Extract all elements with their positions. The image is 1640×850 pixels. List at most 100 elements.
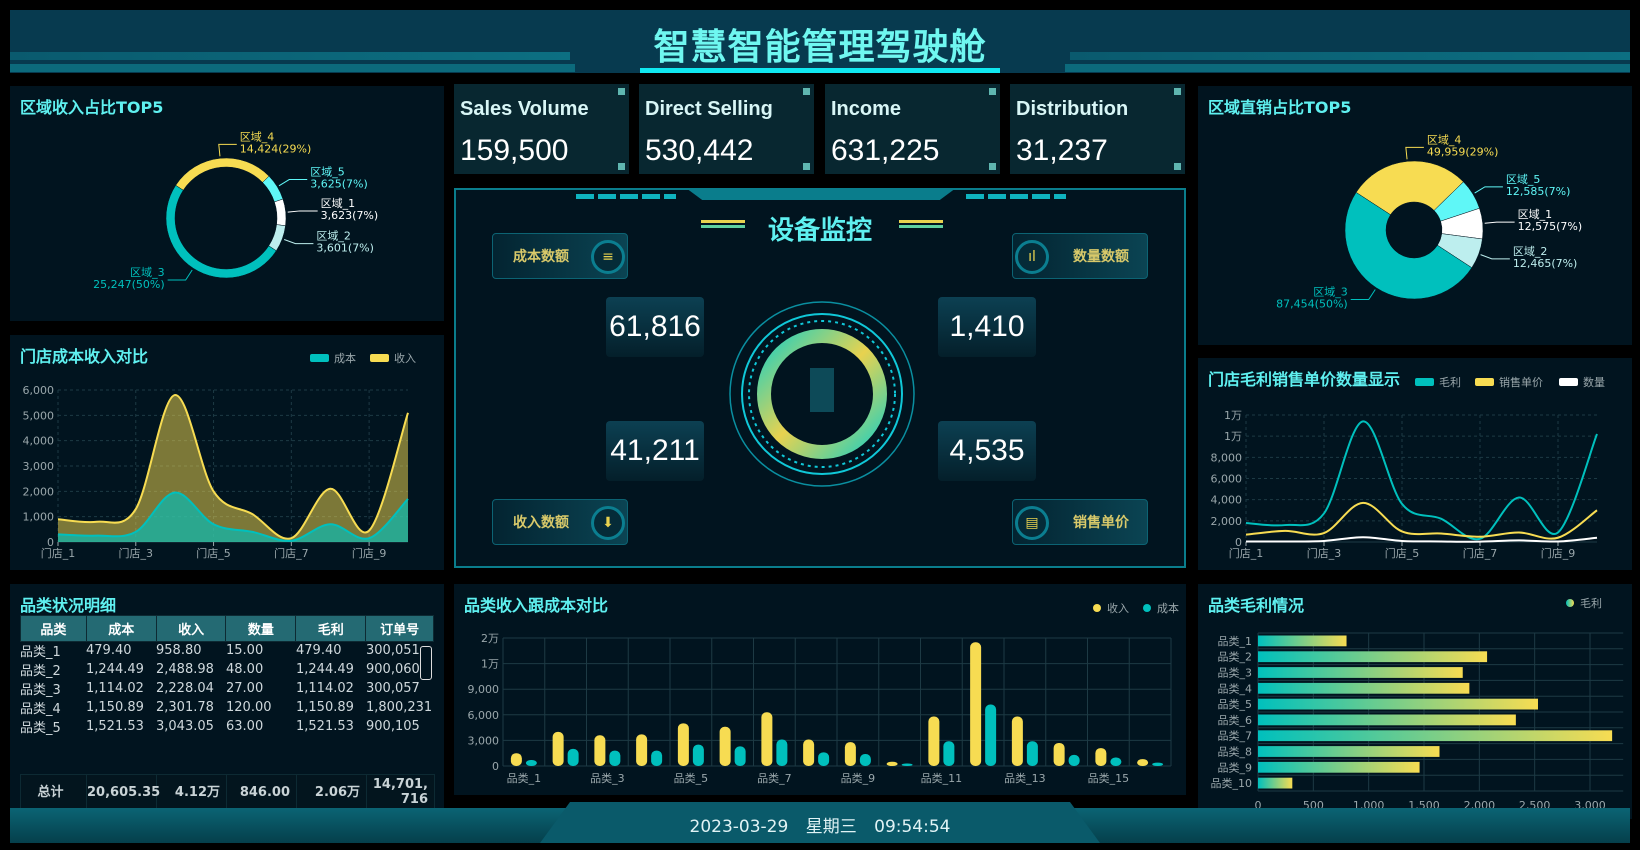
- bar-成本-品类_8: [818, 752, 830, 766]
- panel-title: 门店成本收入对比: [20, 347, 149, 366]
- bar-成本-品类_13: [1026, 741, 1038, 766]
- bar-成本-品类_3: [609, 750, 621, 766]
- leader-line: [1405, 146, 1424, 160]
- plate-label: 收入数额: [513, 515, 569, 531]
- table-row[interactable]: 品类_2 1,244.49 2,488.98 48.00 1,244.49 900,060: [20, 660, 434, 679]
- footer-datetime: 2023-03-29 星期三 09:54:54: [540, 802, 1100, 843]
- y-tick-label: 品类_8: [1218, 745, 1253, 759]
- table-cell: 1,521.53: [296, 719, 354, 734]
- table-row[interactable]: 品类_4 1,150.89 2,301.78 120.00 1,150.89 1,800,…: [20, 698, 434, 717]
- slice-name: 区域_4: [240, 130, 275, 143]
- x-tick-label: 0: [1255, 799, 1262, 812]
- panel-region-income: 区域收入占比TOP5 区域_4 14,424(29%) 区域_5 3,625(7%) 区…: [10, 86, 444, 321]
- column-header[interactable]: 数量: [225, 615, 297, 642]
- header-decoration: [1065, 64, 1630, 72]
- legend-label: 销售单价: [1499, 375, 1543, 389]
- legend-label: 数量: [1583, 376, 1605, 389]
- total-cell: 20,605.35: [86, 774, 160, 810]
- income-amount-value: 41,211: [606, 421, 704, 481]
- y-tick-label: 0: [47, 536, 54, 549]
- y-tick-label: 品类_9: [1218, 760, 1253, 774]
- table-row[interactable]: 品类_5 1,521.53 3,043.05 63.00 1,521.53 900,105: [20, 717, 434, 736]
- wing-right-decoration: [899, 220, 943, 228]
- x-tick-label: 品类_7: [757, 771, 792, 785]
- bar-收入-品类_15: [1095, 748, 1107, 766]
- kpi-value: 159,500: [460, 134, 569, 167]
- bar-成本-品类_1: [525, 760, 537, 766]
- header-decoration: [10, 64, 575, 72]
- area-成本: [58, 492, 408, 542]
- kpi-distribution: Distribution 31,237: [1010, 84, 1185, 174]
- plate-unit-price: 销售单价 ▤: [1012, 499, 1148, 545]
- leader-line: [167, 269, 193, 281]
- table-scrollbar[interactable]: [420, 646, 432, 680]
- slice-name: 区域_1: [321, 197, 356, 210]
- table-cell: 1,521.53: [86, 719, 144, 734]
- bar-品类_8: [1258, 746, 1440, 757]
- pie-slice-区域_1: [274, 198, 287, 227]
- monitor-title: 设备监控: [767, 216, 872, 246]
- table-cell: 63.00: [226, 719, 264, 734]
- bar-品类_9: [1258, 761, 1420, 773]
- bars-icon: ıl: [1015, 240, 1049, 274]
- table-row[interactable]: 品类_1 479.40 958.80 15.00 479.40 300,051: [20, 641, 434, 660]
- table-row[interactable]: 品类_3 1,114.02 2,228.04 27.00 1,114.02 300,057: [20, 679, 434, 698]
- x-tick-label: 品类_5: [674, 771, 709, 785]
- leader-line: [1484, 221, 1515, 224]
- bar-收入-品类_14: [1053, 742, 1065, 766]
- category-table-body[interactable]: 品类_1 479.40 958.80 15.00 479.40 300,051 品类_2 1,…: [20, 641, 434, 775]
- bar-收入-品类_4: [636, 734, 648, 766]
- table-cell: 1,150.89: [296, 700, 354, 715]
- panel-title: 门店毛利销售单价数量显示: [1208, 370, 1401, 389]
- column-header[interactable]: 毛利: [295, 615, 367, 642]
- x-tick-label: 门店_5: [1385, 546, 1420, 560]
- slice-name: 区域_5: [1506, 173, 1541, 186]
- kpi-direct-selling: Direct Selling 530,442: [639, 84, 814, 174]
- x-tick-label: 门店_3: [119, 546, 154, 560]
- kpi-label: Income: [831, 98, 902, 120]
- table-cell: 300,051: [366, 642, 420, 658]
- column-header[interactable]: 品类: [20, 615, 87, 642]
- bar-成本-品类_2: [567, 748, 579, 766]
- plate-income-amount: 收入数额 ⬇: [492, 499, 628, 545]
- bar-成本-品类_14: [1068, 754, 1080, 766]
- leader-line: [283, 239, 314, 245]
- area-收入: [58, 394, 408, 542]
- table-cell: 48.00: [226, 662, 264, 677]
- panel-category-profit: 品类毛利情况 0 500 1,000 1,500 2,000 2,500 3,000 品类_1…: [1198, 584, 1632, 819]
- weekday-text: 星期三: [805, 817, 857, 837]
- table-cell: 15.00: [226, 643, 264, 658]
- building-icon: [810, 368, 834, 412]
- time-text: 09:54:54: [874, 817, 951, 837]
- bar-成本-品类_4: [651, 750, 663, 766]
- category-profit-hbar-chart: 0 500 1,000 1,500 2,000 2,500 3,000品类_1品类_2品类_…: [1211, 597, 1624, 812]
- monitor-top-decoration: [686, 188, 956, 200]
- bar-收入-品类_2: [552, 731, 564, 766]
- total-cell: 846.00: [226, 774, 297, 810]
- total-cell: 14,701,716: [366, 774, 435, 810]
- kpi-value: 631,225: [831, 134, 940, 167]
- x-tick-label: 门店_1: [41, 546, 76, 560]
- table-cell: 2,228.04: [156, 681, 214, 696]
- table-cell: 479.40: [296, 643, 342, 658]
- panel-title: 区域收入占比TOP5: [20, 98, 164, 117]
- slice-label: 12,575(7%): [1518, 220, 1583, 233]
- bar-收入-品类_13: [1011, 716, 1023, 766]
- panel-store-cost-income: 门店成本收入对比 0 1,000 2,000 3,000 4,000 5,000 6,000…: [10, 335, 444, 570]
- bar-品类_1: [1258, 635, 1347, 647]
- column-header[interactable]: 收入: [155, 615, 227, 642]
- device-monitor-panel: 设备监控 成本数额 ≡ 数量数额 ıl 收入数额 ⬇ 销售单价 ▤ 61,816…: [454, 188, 1186, 568]
- plate-label: 销售单价: [1073, 515, 1129, 531]
- kpi-value: 31,237: [1016, 134, 1108, 167]
- table-cell: 品类_4: [20, 702, 61, 717]
- kpi-sales-volume: Sales Volume 159,500: [454, 84, 629, 174]
- column-header[interactable]: 成本: [85, 615, 157, 642]
- column-header[interactable]: 订单号: [365, 615, 434, 642]
- slice-name: 区域_1: [1518, 208, 1553, 221]
- table-cell: 品类_1: [20, 645, 61, 660]
- panel-store-profit: 门店毛利销售单价数量显示 0 2,000 4,000 6,000 8,000 1万 1万 门店…: [1198, 358, 1632, 570]
- slice-label: 25,247(50%): [93, 278, 165, 291]
- bar-收入-品类_10: [886, 761, 898, 766]
